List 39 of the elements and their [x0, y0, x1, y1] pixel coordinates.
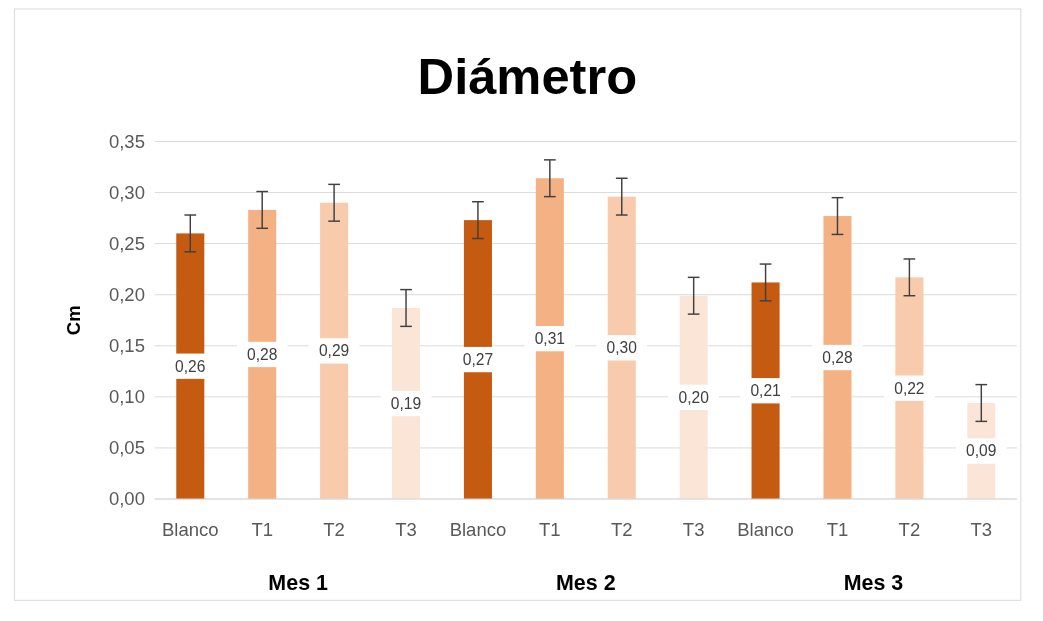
- x-tick-label: T3: [970, 519, 993, 541]
- text: Mes 1: [268, 570, 329, 595]
- x-tick-label: T1: [539, 519, 561, 541]
- data-label: 0,09: [966, 442, 997, 460]
- bar: [463, 220, 492, 500]
- y-tick-label: 0,05: [108, 437, 145, 459]
- bar: [176, 233, 205, 500]
- data-label: 0,22: [894, 379, 925, 397]
- data-label: 0,30: [606, 339, 638, 357]
- text: Mes 3: [843, 570, 904, 595]
- y-tick-label: 0,00: [108, 488, 145, 510]
- x-tick-label: T3: [682, 519, 705, 541]
- data-label: 0,27: [462, 351, 494, 369]
- x-tick-label: T2: [898, 519, 921, 541]
- data-label: 0,31: [534, 330, 566, 348]
- y-tick-label: 0,25: [108, 233, 145, 255]
- data-label: 0,28: [247, 345, 278, 363]
- x-tick-label: T2: [323, 519, 345, 541]
- x-tick-label: Blanco: [737, 519, 794, 541]
- y-tick-label: 0,30: [108, 182, 145, 204]
- data-label: 0,28: [822, 348, 853, 366]
- y-tick-label: 0,10: [108, 386, 145, 408]
- x-tick-label: T3: [395, 519, 417, 541]
- x-tick-label: T1: [251, 519, 273, 541]
- data-label: 0,20: [678, 388, 710, 406]
- data-label: 0,19: [390, 394, 422, 412]
- data-label: 0,26: [175, 357, 206, 375]
- y-tick-label: 0,35: [108, 130, 145, 152]
- y-tick-label: 0,20: [108, 284, 145, 306]
- x-tick-label: T2: [610, 519, 633, 541]
- chart-title: Diámetro: [417, 47, 638, 105]
- data-label: 0,21: [750, 382, 781, 400]
- y-axis-title: Cm: [62, 305, 84, 336]
- y-tick-label: 0,15: [108, 335, 145, 357]
- x-tick-label: T1: [826, 519, 849, 541]
- data-label: 0,29: [318, 342, 350, 360]
- x-tick-label: Blanco: [162, 519, 219, 541]
- text: Mes 2: [556, 570, 616, 595]
- x-tick-label: Blanco: [449, 519, 507, 541]
